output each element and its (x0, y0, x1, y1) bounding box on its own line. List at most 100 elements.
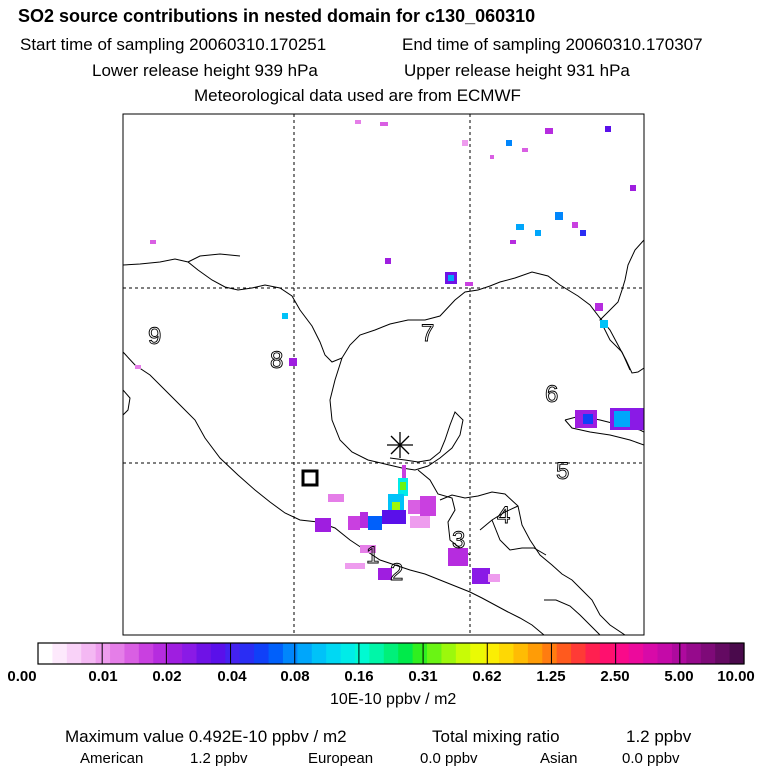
colorbar-cell (427, 643, 443, 664)
colorbar-cell (556, 643, 572, 664)
coastline-sa (544, 599, 601, 635)
coastline-florida (599, 239, 644, 371)
release-site-marker (387, 432, 413, 458)
upper-release-text: Upper release height 931 hPa (404, 61, 630, 80)
colorbar-cell (643, 643, 659, 664)
coastline-central-america (439, 491, 626, 635)
region-label-8: 8 (270, 347, 283, 374)
coastline-baja (123, 389, 131, 416)
region-label-6: 6 (545, 381, 558, 408)
colorbar-cell (383, 643, 399, 664)
total-mixing-value: 1.2 ppbv (626, 727, 692, 746)
colorbar-cell (182, 643, 198, 664)
colorbar-cell (412, 643, 428, 664)
colorbar-cell (340, 643, 356, 664)
colorbar-cell (326, 643, 342, 664)
colorbar-cell (38, 643, 54, 664)
colorbar-cell (729, 643, 745, 664)
asian-label: Asian (540, 750, 578, 767)
max-value-text: Maximum value 0.492E-10 ppbv / m2 (65, 727, 347, 746)
start-time-text: Start time of sampling 20060310.170251 (20, 35, 327, 54)
colorbar-cell (167, 643, 183, 664)
colorbar-cell (210, 643, 226, 664)
plot-frame (122, 113, 645, 636)
region-label-5: 5 (556, 458, 569, 485)
border-usa-mexico (187, 253, 241, 263)
colorbar-tick-label: 2.50 (600, 668, 630, 685)
colorbar-cell (138, 643, 154, 664)
colorbar-cell (354, 643, 370, 664)
colorbar-cell (311, 643, 327, 664)
total-mixing-label: Total mixing ratio (432, 727, 560, 746)
asian-value: 0.0 ppbv (622, 750, 680, 767)
colorbar-cell (52, 643, 68, 664)
colorbar-tick-label: 0.62 (472, 668, 502, 685)
colorbar-cell (297, 643, 313, 664)
chart-title: SO2 source contributions in nested domai… (18, 6, 536, 26)
receptor-box-marker (301, 469, 319, 487)
region-label-9: 9 (148, 323, 161, 350)
colorbar-tick-label: 5.00 (664, 668, 694, 685)
colorbar-tick-label: 1.25 (536, 668, 566, 685)
colorbar-cell (657, 643, 673, 664)
border-mexico-guatemala (417, 469, 471, 556)
colorbar-cell (153, 643, 169, 664)
region-label-4: 4 (497, 502, 510, 529)
met-data-text: Meteorological data used are from ECMWF (194, 86, 521, 105)
american-value: 1.2 ppbv (190, 750, 248, 767)
coastline-yucatan (329, 357, 464, 471)
colorbar-cell (282, 643, 298, 664)
coastline-pacific (123, 351, 545, 635)
colorbar-cell (110, 643, 126, 664)
region-label-group: 1 2 3 4 5 6 7 8 9 (148, 320, 570, 587)
colorbar-cell (499, 643, 515, 664)
colorbar-cell (470, 643, 486, 664)
colorbar-tick-label: 0.04 (217, 668, 247, 685)
colorbar-cell (571, 643, 587, 664)
colorbar-cell (124, 643, 140, 664)
colorbar-cell (715, 643, 731, 664)
colorbar-cell (268, 643, 284, 664)
concentration-field (135, 120, 644, 584)
colorbar-cell (542, 643, 558, 664)
colorbar-cell (455, 643, 471, 664)
colorbar-cell (441, 643, 457, 664)
colorbar-cell (599, 643, 615, 664)
colorbar-tick-label: 0.08 (280, 668, 310, 685)
colorbar-cell (585, 643, 601, 664)
colorbar-tick-label: 0.16 (344, 668, 374, 685)
colorbar-cell (614, 643, 630, 664)
colorbar-cell (628, 643, 644, 664)
colorbar-cell (239, 643, 255, 664)
european-label: European (308, 750, 374, 767)
end-time-text: End time of sampling 20060310.170307 (402, 35, 703, 54)
region-label-3: 3 (452, 527, 465, 554)
region-label-2: 2 (390, 559, 403, 586)
border-honduras (479, 505, 547, 556)
colorbar-cell (66, 643, 82, 664)
colorbar-cell (686, 643, 702, 664)
region-label-1: 1 (366, 542, 379, 569)
colorbar-tick-label: 0.00 (7, 668, 37, 685)
colorbar-cell (225, 643, 241, 664)
colorbar-cell (484, 643, 500, 664)
colorbar-cell (369, 643, 385, 664)
american-label: American (80, 750, 144, 767)
colorbar-cell (81, 643, 97, 664)
colorbar-cell (398, 643, 414, 664)
colorbar-tick-label: 0.31 (408, 668, 438, 685)
grid-lines (123, 114, 644, 635)
colorbar-tick-label: 0.02 (152, 668, 182, 685)
colorbar-cell (95, 643, 111, 664)
colorbar-cell (513, 643, 529, 664)
colorbar-cell (196, 643, 212, 664)
colorbar-tick-label: 0.01 (88, 668, 118, 685)
colorbar-cell (254, 643, 270, 664)
european-value: 0.0 ppbv (420, 750, 478, 767)
colorbar-tick-label: 10.00 (717, 668, 755, 685)
region-label-7: 7 (421, 320, 434, 347)
colorbar-cell (527, 643, 543, 664)
lower-release-text: Lower release height 939 hPa (92, 61, 318, 80)
